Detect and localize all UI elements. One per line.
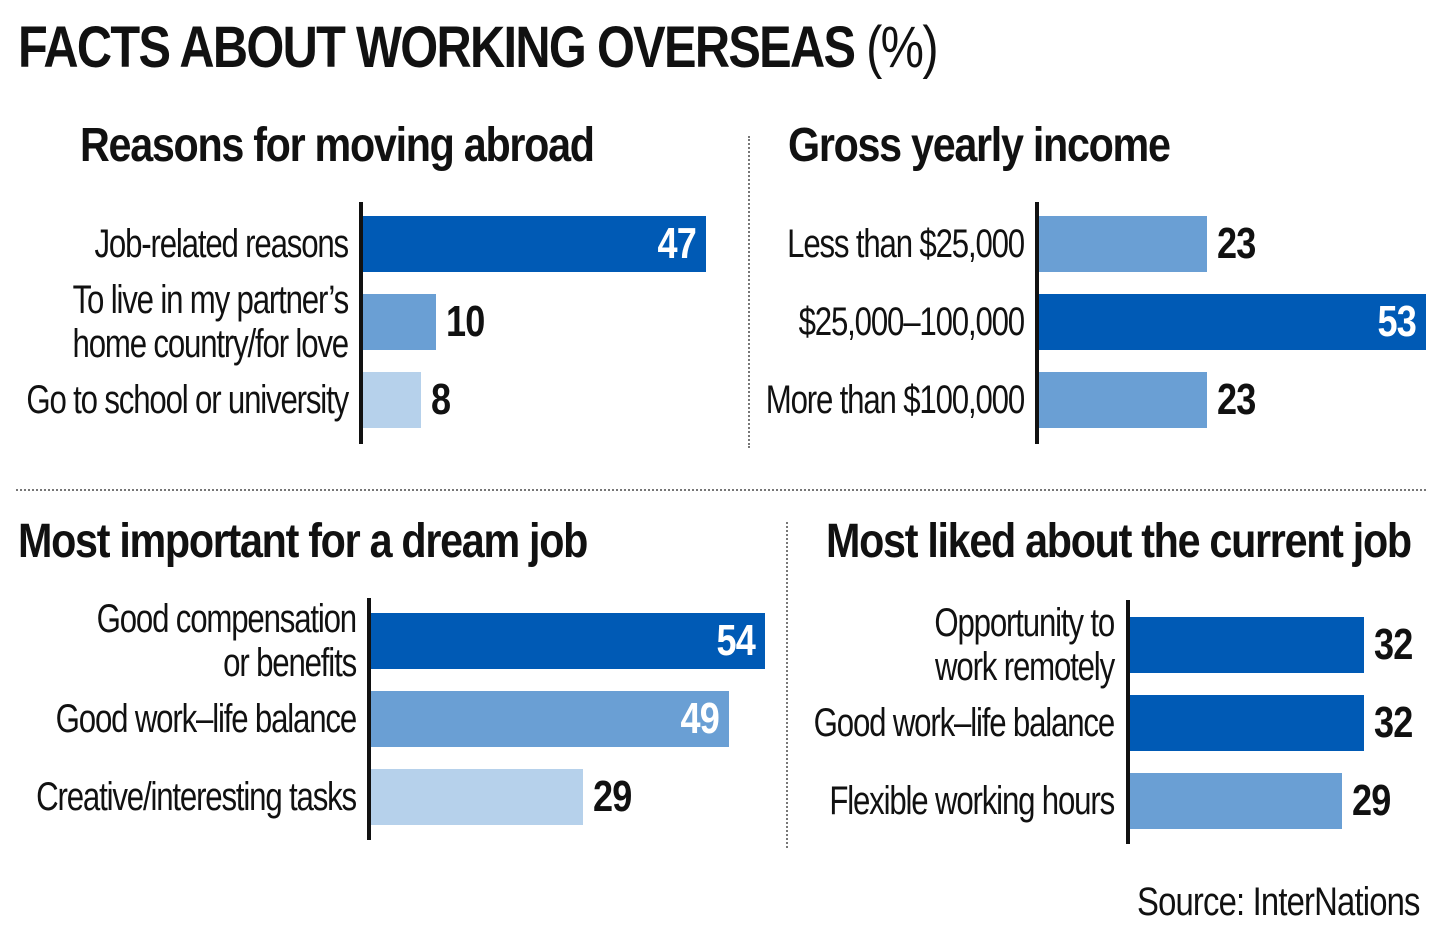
main-title-text: FACTS ABOUT WORKING OVERSEAS [18, 15, 856, 80]
data-label: 53 [1377, 297, 1416, 346]
chart-title: Most liked about the current job [826, 515, 1412, 568]
data-label: 32 [1374, 620, 1413, 669]
bar [363, 294, 436, 350]
bar [1130, 617, 1364, 673]
chart-title: Gross yearly income [788, 119, 1171, 172]
category-label: Good compensation or benefits [96, 597, 358, 685]
category-label: Opportunity to work remotely [934, 601, 1115, 689]
chart-title: Reasons for moving abroad [80, 119, 595, 172]
data-label: 29 [1352, 776, 1391, 825]
vertical-separator-bottom [786, 522, 788, 848]
bar [371, 691, 729, 747]
category-label: Less than $25,000 [787, 222, 1025, 266]
bar [371, 613, 765, 669]
data-label: 54 [716, 616, 755, 665]
chart-axis-line [1035, 202, 1039, 444]
data-label: 8 [431, 375, 451, 424]
bar [1039, 294, 1426, 350]
vertical-separator-top [748, 136, 750, 448]
data-label: 32 [1374, 698, 1413, 747]
chart-axis-line [1126, 600, 1130, 844]
category-label: To live in my partner’s home country/for… [72, 278, 350, 366]
bar [371, 769, 583, 825]
category-label: Job-related reasons [94, 222, 349, 266]
bar [1039, 216, 1207, 272]
category-label: Creative/interesting tasks [36, 775, 357, 819]
data-label: 49 [680, 694, 719, 743]
category-label: $25,000–100,000 [798, 300, 1026, 344]
data-label: 29 [593, 772, 632, 821]
bar [1130, 773, 1342, 829]
data-label: 23 [1217, 375, 1256, 424]
bar [1039, 372, 1207, 428]
category-label: Flexible working hours [829, 779, 1115, 823]
horizontal-separator [16, 489, 1426, 491]
main-title-unit: (%) [866, 15, 938, 80]
category-label: Good work–life balance [55, 697, 357, 741]
chart-axis-line [367, 598, 371, 840]
chart-title: Most important for a dream job [18, 515, 588, 568]
source-note: Source: InterNations [1137, 880, 1420, 924]
category-label: More than $100,000 [765, 378, 1025, 422]
chart-axis-line [359, 202, 363, 444]
main-title: FACTS ABOUT WORKING OVERSEAS (%) [18, 14, 939, 81]
bar [1130, 695, 1364, 751]
bar [363, 216, 706, 272]
bar [363, 372, 421, 428]
data-label: 47 [657, 219, 696, 268]
data-label: 10 [446, 297, 485, 346]
category-label: Go to school or university [26, 378, 349, 422]
data-label: 23 [1217, 219, 1256, 268]
category-label: Good work–life balance [813, 701, 1115, 745]
